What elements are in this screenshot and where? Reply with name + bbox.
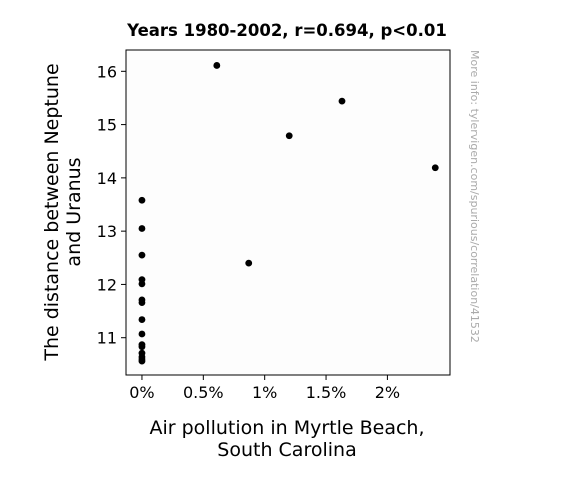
data-point (213, 62, 221, 69)
y-tick-label: 13 (97, 222, 117, 241)
y-tick-label: 15 (97, 116, 117, 135)
x-tick-label: 2% (375, 383, 400, 402)
y-tick-label: 12 (97, 275, 117, 294)
x-axis-title-line-2: South Carolina (217, 439, 356, 461)
data-point (138, 280, 146, 288)
data-point (138, 299, 146, 306)
chart-title: Years 1980-2002, r=0.694, p<0.01 (126, 21, 447, 40)
watermark: More info: tylervigen.com/spurious/corre… (468, 50, 481, 343)
data-point (285, 132, 293, 140)
x-tick-label: 1.5% (306, 383, 347, 402)
y-tick-label: 11 (97, 329, 117, 348)
data-point (245, 259, 253, 267)
data-point (138, 343, 146, 351)
x-axis-title-line-1: Air pollution in Myrtle Beach, (149, 417, 424, 439)
data-point (138, 330, 146, 338)
data-point (138, 357, 146, 365)
data-point (138, 316, 146, 323)
y-tick-label: 14 (97, 169, 117, 188)
x-tick-label: 0.5% (183, 383, 224, 402)
data-point (338, 97, 346, 105)
data-point (138, 225, 146, 232)
y-tick-label: 16 (97, 62, 117, 81)
data-point (431, 164, 439, 172)
y-axis-ticks: 11 12 13 14 15 16 (97, 62, 126, 348)
plot-area (125, 49, 451, 376)
x-axis-ticks: 0% 0.5% 1% 1.5% 2% (129, 375, 400, 402)
x-tick-label: 1% (252, 383, 277, 402)
x-tick-label: 0% (129, 383, 154, 402)
data-points (138, 62, 439, 365)
data-point (138, 251, 146, 259)
y-axis-title-line-2: and Uranus (63, 157, 85, 266)
y-axis-title-line-1: The distance between Neptune (41, 63, 63, 361)
data-point (138, 196, 146, 204)
